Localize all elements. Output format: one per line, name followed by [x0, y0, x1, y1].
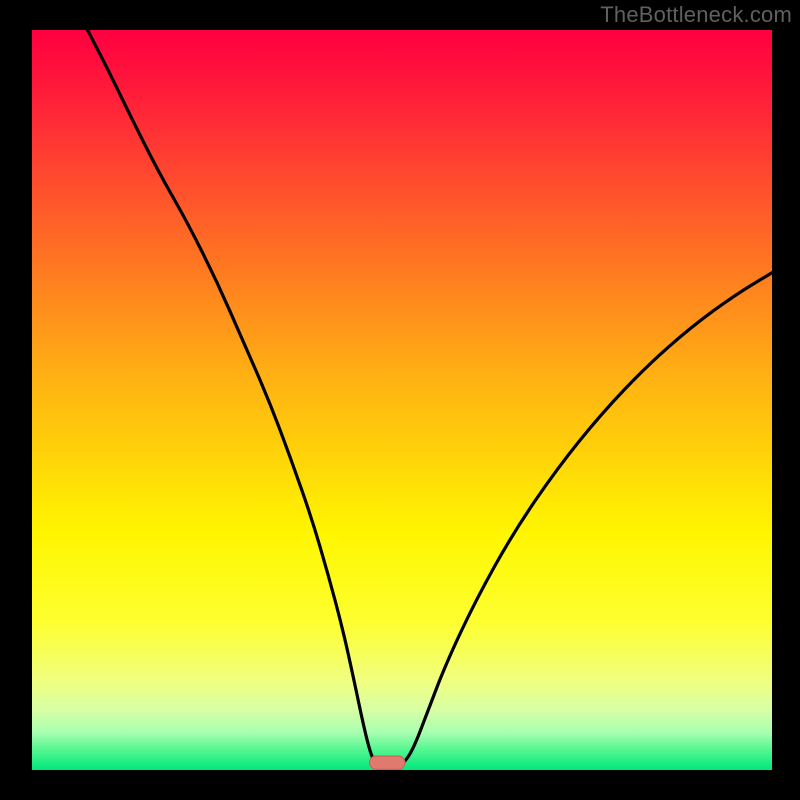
- watermark-text: TheBottleneck.com: [600, 2, 792, 28]
- bottleneck-chart: [0, 0, 800, 800]
- optimal-marker: [369, 756, 405, 769]
- chart-frame: TheBottleneck.com: [0, 0, 800, 800]
